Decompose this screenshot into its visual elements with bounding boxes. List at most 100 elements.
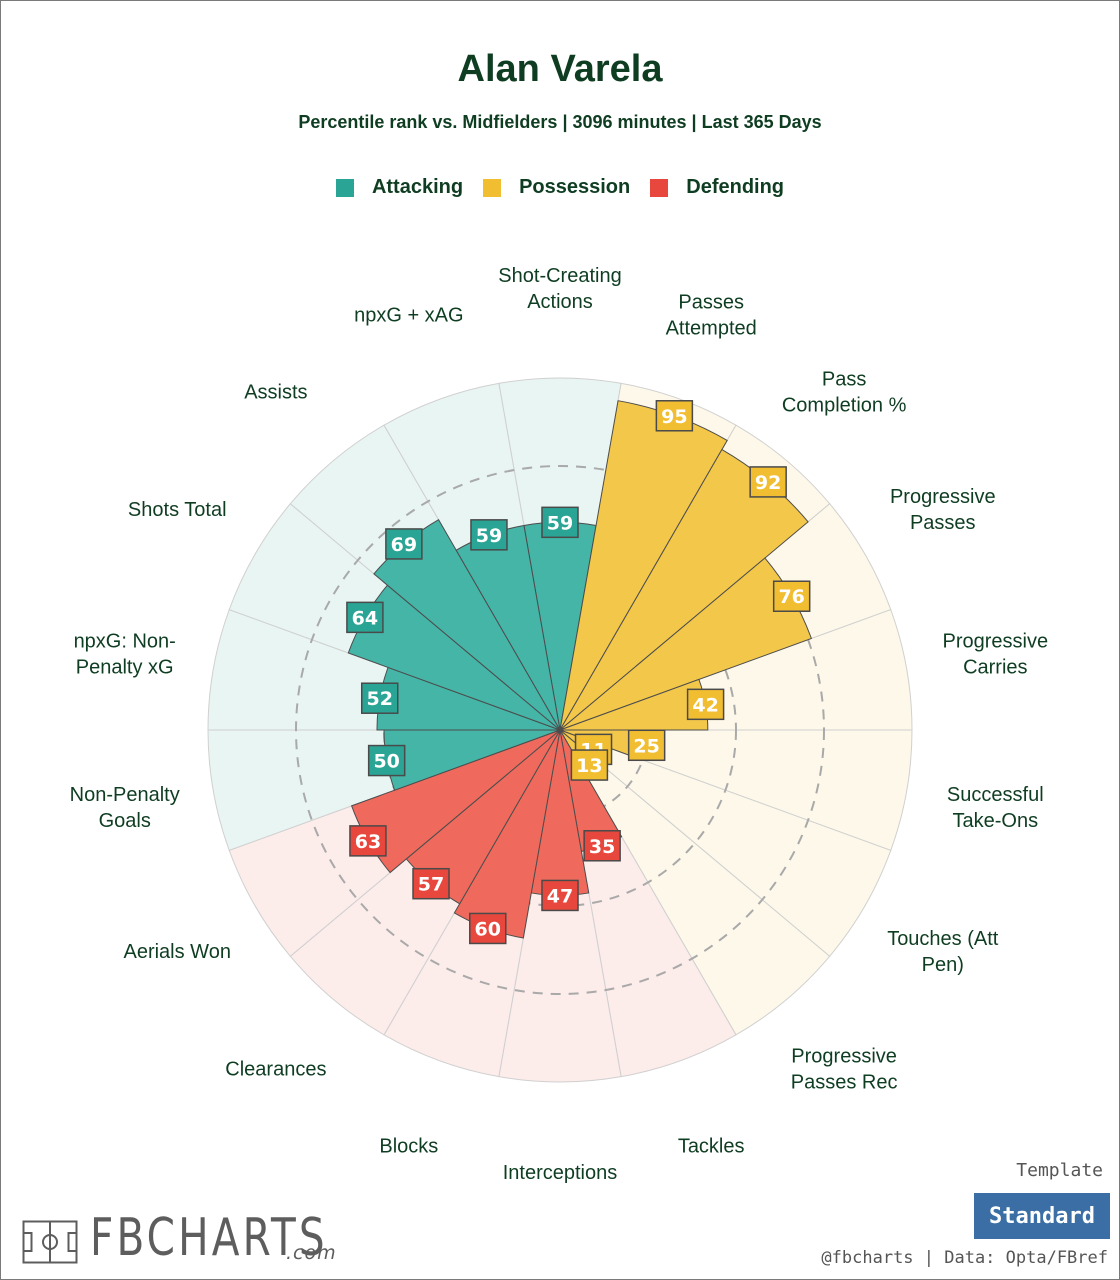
value-box (349, 825, 387, 857)
category-label-line: Actions (527, 291, 593, 313)
value-box (541, 506, 579, 539)
value-box (385, 528, 423, 560)
value-text: 35 (589, 836, 615, 858)
category-label-line: Pass (822, 368, 866, 390)
category-label-line: Non-Penalty (70, 784, 180, 806)
category-label-pass-completion: Pass Completion % (782, 368, 907, 416)
category-label-line: Touches (Att (887, 928, 999, 950)
value-text: 69 (391, 534, 417, 556)
value-box (772, 580, 811, 612)
grid-ring-75 (295, 465, 825, 995)
chart-subtitle: Percentile rank vs. Midfielders | 3096 m… (298, 112, 822, 132)
value-text: 47 (547, 885, 573, 907)
category-label-line: Passes Rec (791, 1072, 898, 1094)
category-label-passes-attempted: Passes Attempted (666, 292, 757, 340)
value-box (655, 400, 694, 432)
value-label-non-penalty-goals: 50 (367, 744, 406, 777)
value-text: 92 (755, 472, 781, 494)
category-label-line: Successful (947, 784, 1044, 806)
value-text: 59 (547, 512, 573, 534)
value-wedges (347, 400, 813, 939)
category-label-blocks: Blocks (379, 1135, 438, 1157)
category-label-progressive-passes-rec: Progressive Passes Rec (791, 1046, 898, 1094)
category-label-aerials-won: Aerials Won (123, 941, 230, 963)
value-box (470, 519, 508, 551)
value-label-shots-total: 64 (346, 601, 384, 634)
value-box (686, 688, 725, 721)
category-label-line: Carries (963, 656, 1027, 678)
legend-item-attacking: Attacking (335, 176, 464, 199)
value-text: 59 (476, 525, 502, 547)
category-labels: Shot-Creating Actions Passes Attempted Pass C… (70, 265, 1048, 1184)
value-box (627, 729, 666, 762)
value-box (367, 744, 406, 777)
category-label-line: npxG: Non- (74, 630, 176, 652)
category-label-touches-att-pen: Touches (Att Pen) (887, 928, 999, 976)
value-labels: 599592764225111335476057635052646959 (346, 400, 811, 945)
category-label-successful-take-ons: Successful Take-Ons (947, 784, 1044, 832)
category-label-line: Interceptions (503, 1162, 618, 1184)
legend-label-defending: Defending (686, 176, 785, 198)
value-label-progressive-passes-rec: 13 (570, 749, 609, 781)
value-text: 25 (633, 735, 659, 757)
legend-swatch-attacking (335, 178, 354, 197)
category-label-npxg-xag: npxG + xAG (354, 305, 464, 327)
category-label-line: Passes (910, 512, 976, 534)
category-label-assists: Assists (244, 381, 307, 403)
value-text: 52 (367, 688, 393, 710)
category-label-shots-total: Shots Total (128, 499, 227, 521)
legend-label-attacking: Attacking (371, 176, 464, 198)
category-label-line: Tackles (678, 1135, 745, 1157)
template-label: Template (1016, 1160, 1103, 1181)
category-label-line: Completion % (782, 394, 907, 416)
data-credit: @fbcharts | Data: Opta/FBref (821, 1248, 1108, 1268)
value-label-interceptions: 47 (541, 879, 579, 912)
value-text: 60 (475, 918, 501, 940)
legend-item-defending: Defending (650, 176, 784, 199)
template-badge[interactable]: Standard (974, 1193, 1110, 1239)
category-label-line: Progressive (791, 1046, 897, 1068)
value-label-assists: 69 (385, 528, 423, 560)
value-label-successful-take-ons: 25 (627, 729, 666, 762)
legend-swatch-defending (650, 178, 669, 197)
value-text: 95 (661, 406, 687, 428)
category-label-line: npxG + xAG (354, 305, 464, 327)
category-label-progressive-carries: Progressive Carries (942, 630, 1048, 678)
value-label-passes-attempted: 95 (655, 400, 694, 432)
category-label-line: Penalty xG (76, 656, 174, 678)
chart-title: Alan Varela (457, 48, 663, 90)
value-text: 57 (418, 874, 444, 896)
value-label-clearances: 57 (412, 867, 450, 900)
category-label-interceptions: Interceptions (503, 1162, 618, 1184)
value-text: 13 (576, 755, 602, 777)
category-label-line: Clearances (225, 1059, 326, 1081)
category-label-line: Passes (678, 292, 744, 314)
value-box (360, 682, 399, 714)
value-text: 42 (692, 694, 718, 716)
category-label-line: Assists (244, 381, 307, 403)
value-box (346, 601, 384, 634)
category-label-line: Progressive (942, 630, 1048, 652)
value-text: 76 (778, 586, 804, 608)
category-label-line: Blocks (379, 1135, 438, 1157)
value-box (749, 466, 787, 498)
category-label-line: Shots Total (128, 499, 227, 521)
category-label-line: Progressive (890, 486, 996, 508)
value-label-pass-completion: 92 (749, 466, 787, 498)
legend: Attacking Possession Defending (0, 176, 1120, 199)
logo-wordmark: FBCHARTS (90, 1208, 328, 1268)
category-label-non-penalty-goals: Non-Penalty Goals (70, 784, 180, 832)
category-label-tackles: Tackles (678, 1135, 745, 1157)
value-box (469, 912, 507, 945)
value-box (541, 879, 579, 912)
value-box (412, 867, 450, 900)
value-text: 50 (373, 751, 399, 773)
value-box (583, 830, 621, 862)
value-label-npxg-non-penalty-xg: 52 (360, 682, 399, 714)
category-label-line: Goals (99, 810, 151, 832)
category-label-line: Aerials Won (123, 941, 230, 963)
value-label-blocks: 60 (469, 912, 507, 945)
legend-swatch-possession (483, 178, 502, 197)
category-label-line: Attempted (666, 318, 757, 340)
